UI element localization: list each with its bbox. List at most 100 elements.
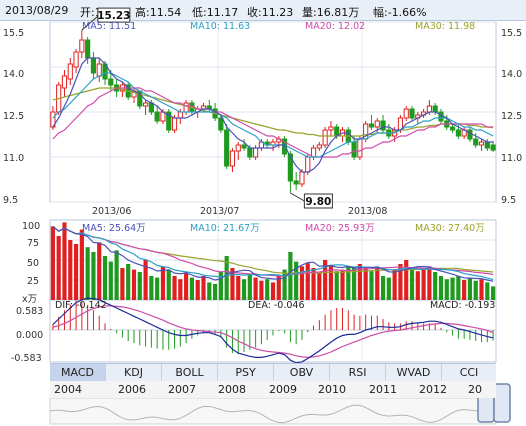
- macd-axis-top: 0.583: [16, 306, 44, 317]
- ma20-line: [52, 87, 494, 158]
- volume-bar: [160, 266, 166, 300]
- volume-bar: [91, 252, 96, 300]
- candle: [409, 108, 415, 119]
- volume-axis-25: 25: [27, 276, 40, 287]
- price-axis-right-5: 9.5: [501, 195, 517, 206]
- year-label: 2012: [419, 383, 447, 396]
- volume-bar: [369, 271, 374, 300]
- volume-bar: [102, 256, 108, 300]
- volume-bar: [294, 261, 299, 300]
- volume-bar: [62, 222, 67, 300]
- volume-bar: [299, 266, 305, 300]
- candle: [484, 141, 490, 149]
- candle: [241, 144, 247, 149]
- volume-bar: [357, 264, 362, 300]
- candle: [142, 102, 149, 107]
- candle: [183, 102, 189, 113]
- volume-bar: [212, 284, 218, 300]
- candle: [253, 147, 259, 158]
- x-label-jul: 2013/07: [200, 206, 240, 217]
- price-axis-left-4: 11.0: [3, 153, 25, 164]
- candle: [380, 120, 386, 131]
- year-label: 2007: [168, 383, 196, 396]
- low-callout-leader: [290, 192, 305, 202]
- volume-bar: [178, 279, 183, 300]
- high-callout-label: 15.23: [97, 10, 130, 22]
- volume-bar: [230, 268, 235, 300]
- candle: [351, 141, 357, 158]
- volume-bar: [438, 276, 444, 300]
- volume-bar: [50, 226, 55, 300]
- volume-bar: [155, 277, 160, 300]
- volume-bar: [236, 276, 241, 300]
- volume-bar: [462, 280, 467, 300]
- candle: [478, 141, 485, 146]
- candle: [224, 129, 230, 167]
- volume-bar: [386, 277, 391, 300]
- candle: [287, 153, 293, 182]
- volume-ma5-line: [52, 225, 494, 282]
- tab-boll[interactable]: BOLL: [162, 364, 218, 381]
- price-legend-ma30: MA30: 11.98: [415, 21, 476, 32]
- candle: [328, 126, 334, 131]
- year-label: 2010: [318, 383, 346, 396]
- candle: [449, 126, 456, 131]
- volume-legend-ma20: MA20: 25.93万: [305, 223, 375, 234]
- dif-line: [52, 297, 494, 364]
- year-label: 2009: [269, 383, 297, 396]
- year-timeline[interactable]: 2004 2006 2007 2008 2009 2010 2011 2012 …: [50, 381, 496, 398]
- price-axis-left-2: 14.0: [3, 69, 25, 80]
- volume-bar: [149, 276, 154, 300]
- volume-ma20-line: [52, 225, 494, 277]
- volume-bar: [126, 264, 131, 300]
- volume-bar: [311, 268, 316, 300]
- quote-change: 幅:-1.66%: [373, 6, 427, 19]
- ma30-line: [52, 87, 494, 137]
- price-axis-right-1: 15.5: [501, 28, 523, 39]
- volume-bar: [218, 272, 223, 300]
- range-handle-right: [493, 383, 511, 423]
- volume-bar: [259, 280, 264, 300]
- price-legend-ma20: MA20: 12.02: [305, 21, 366, 32]
- volume-bar: [305, 263, 310, 300]
- candle: [403, 108, 409, 119]
- candle: [426, 105, 432, 113]
- volume-axis-100: 100: [22, 221, 41, 232]
- tab-psy[interactable]: PSY: [218, 364, 274, 381]
- volume-bar: [479, 279, 484, 300]
- volume-bar: [398, 264, 403, 300]
- macd-axis-zero: 0.000: [16, 330, 44, 341]
- volume-axis-50: 50: [27, 258, 40, 269]
- volume-bar: [334, 271, 339, 300]
- candle: [61, 75, 68, 89]
- candle: [357, 138, 363, 158]
- volume-bar: [450, 277, 455, 300]
- indicator-tabs: MACD KDJ BOLL PSY OBV RSI WVAD CCI: [50, 363, 496, 382]
- volume-bar: [323, 260, 328, 300]
- candle: [305, 156, 311, 173]
- tab-wvad[interactable]: WVAD: [386, 364, 442, 381]
- tab-kdj[interactable]: KDJ: [106, 364, 162, 381]
- tab-rsi[interactable]: RSI: [330, 364, 386, 381]
- candle: [235, 144, 241, 152]
- price-legend-ma10: MA10: 11.63: [190, 21, 251, 32]
- volume-bar: [137, 272, 142, 300]
- volume-bar: [467, 277, 473, 300]
- tab-cci[interactable]: CCI: [459, 366, 479, 379]
- candle: [67, 63, 73, 80]
- candle: [154, 111, 160, 122]
- low-callout-label: 9.80: [305, 196, 331, 208]
- price-axis-right-3: 12.5: [501, 111, 523, 122]
- timeline-overview: [49, 397, 497, 425]
- ma5-line: [52, 57, 494, 173]
- volume-bar: [276, 276, 281, 300]
- quote-high: 高:11.54: [135, 6, 182, 19]
- volume-bar: [247, 274, 252, 300]
- volume-bar: [415, 271, 420, 300]
- tab-macd[interactable]: MACD: [50, 364, 106, 381]
- tab-obv[interactable]: OBV: [274, 364, 330, 381]
- macd-legend-macd: MACD: -0.193: [430, 300, 496, 311]
- candle: [171, 117, 178, 131]
- volume-bar: [195, 280, 200, 300]
